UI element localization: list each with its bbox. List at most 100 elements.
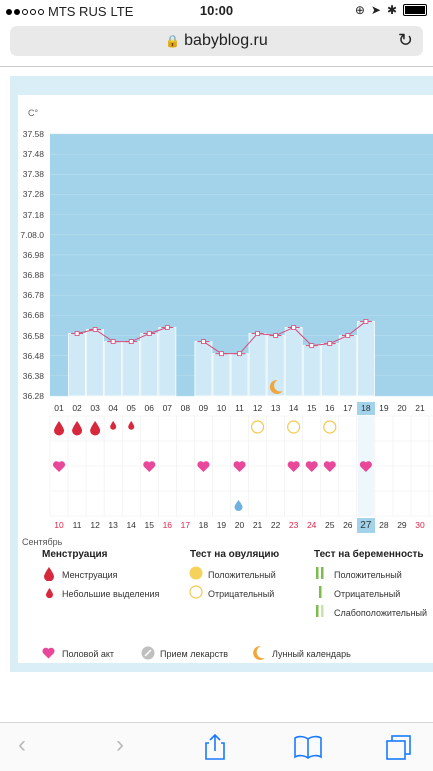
pregnancy-positive-icon — [316, 567, 324, 579]
temperature-bar — [248, 333, 267, 397]
calendar-date-label[interactable]: 22 — [270, 520, 281, 530]
cycle-day-label[interactable]: 10 — [216, 403, 227, 413]
month-label: Сентябрь — [22, 537, 63, 547]
heart-icon — [197, 461, 210, 472]
temperature-point — [273, 333, 279, 338]
temperature-point — [291, 325, 297, 330]
legend-ovulation-positive: Положительный — [208, 570, 276, 580]
address-bar[interactable]: 🔒 babyblog.ru ↻ — [10, 26, 423, 56]
calendar-date-label[interactable]: 16 — [162, 520, 173, 530]
y-tick-label: 37.48 — [22, 149, 44, 160]
forward-icon[interactable]: › — [116, 731, 124, 758]
cycle-day-label[interactable]: 02 — [72, 403, 82, 413]
cycle-day-label[interactable]: 12 — [252, 403, 263, 413]
legend-menstruation-title: Менструация — [42, 549, 108, 560]
location-icon: ➤ — [370, 3, 381, 17]
temperature-bar — [68, 333, 87, 397]
reload-icon[interactable]: ↻ — [397, 30, 413, 50]
calendar-date-label[interactable]: 29 — [397, 520, 407, 530]
calendar-date-label[interactable]: 24 — [306, 520, 317, 530]
browser-toolbar: ‹ › — [0, 722, 433, 771]
y-unit: C° — [28, 108, 39, 118]
y-tick-label: 37.28 — [22, 189, 44, 200]
cycle-day-label[interactable]: 06 — [144, 403, 154, 413]
calendar-date-label[interactable]: 17 — [180, 520, 191, 530]
ovulation-negative-icon — [287, 420, 301, 434]
cycle-day-label[interactable]: 21 — [415, 403, 425, 413]
calendar-date-label[interactable]: 28 — [379, 520, 389, 530]
temperature-point — [110, 339, 116, 344]
cycle-day-label[interactable]: 04 — [108, 403, 118, 413]
y-tick-label: 36.98 — [22, 249, 44, 260]
temperature-point — [345, 333, 351, 338]
legend-ovulation-negative: Отрицательный — [208, 589, 275, 599]
y-tick-label: 36.28 — [22, 391, 44, 401]
temperature-point — [363, 319, 369, 324]
calendar-date-label[interactable]: 26 — [343, 520, 353, 530]
calendar-date-label[interactable]: 10 — [54, 520, 64, 530]
calendar-date-label[interactable]: 20 — [234, 520, 245, 530]
calendar-date-label[interactable]: 11 — [72, 520, 82, 530]
drop-icon — [234, 500, 243, 511]
legend-moon: Лунный календарь — [272, 649, 351, 659]
y-tick-label: 37.38 — [22, 169, 44, 180]
heart-icon — [143, 461, 156, 472]
temperature-point — [255, 331, 260, 336]
calendar-date-label[interactable]: 13 — [108, 520, 118, 530]
calendar-date-label[interactable]: 21 — [252, 520, 263, 530]
cycle-day-label[interactable]: 07 — [162, 403, 173, 413]
cycle-day-label[interactable]: 19 — [379, 403, 389, 413]
calendar-date-label[interactable]: 27 — [356, 518, 375, 533]
cycle-day-label[interactable]: 09 — [198, 403, 209, 413]
legend-intercourse: Половой акт — [62, 649, 115, 659]
legend-spotting-item: Небольшие выделения — [62, 589, 160, 599]
temperature-line — [329, 335, 349, 345]
cycle-day-label[interactable]: 18 — [356, 402, 375, 415]
calendar-date-label[interactable]: 14 — [126, 520, 136, 530]
cycle-day-label[interactable]: 01 — [54, 403, 64, 413]
cycle-day-label[interactable]: 11 — [235, 403, 244, 413]
heart-icon — [287, 461, 300, 472]
temperature-bar — [122, 341, 141, 397]
y-tick-label: 36.68 — [22, 310, 44, 321]
share-icon[interactable] — [204, 733, 226, 761]
temperature-bar — [266, 335, 285, 397]
tabs-icon[interactable] — [386, 735, 412, 761]
cycle-day-label[interactable]: 08 — [180, 403, 191, 413]
heart-icon — [52, 461, 66, 472]
moon-icon — [269, 379, 283, 394]
cycle-day-label[interactable]: 15 — [306, 403, 317, 413]
cycle-day-label[interactable]: 05 — [126, 403, 136, 413]
cycle-day-label[interactable]: 14 — [288, 403, 299, 413]
cycle-day-label[interactable]: 16 — [325, 403, 335, 413]
divider — [0, 66, 433, 67]
heart-icon — [233, 461, 246, 472]
bookmarks-icon[interactable] — [294, 735, 322, 759]
calendar-date-label[interactable]: 12 — [90, 520, 100, 530]
temperature-bar — [284, 327, 303, 397]
temperature-line — [347, 321, 367, 336]
cycle-day-label[interactable]: 20 — [397, 403, 407, 413]
temperature-line — [94, 329, 114, 343]
cycle-day-label[interactable]: 17 — [343, 403, 353, 413]
calendar-date-label[interactable]: 23 — [288, 520, 299, 530]
temperature-point — [92, 327, 98, 332]
cycle-day-label[interactable]: 03 — [90, 403, 100, 413]
temperature-line — [275, 327, 294, 336]
calendar-date-label[interactable]: 18 — [198, 520, 209, 530]
back-icon[interactable]: ‹ — [18, 731, 26, 758]
calendar-date-label[interactable]: 15 — [144, 520, 154, 530]
blood-drop-icon — [90, 421, 101, 436]
calendar-date-label[interactable]: 30 — [415, 520, 425, 530]
temperature-bar — [86, 329, 105, 397]
calendar-date-label[interactable]: 25 — [325, 520, 335, 530]
temperature-line — [293, 327, 313, 346]
temperature-bar — [302, 345, 321, 397]
temperature-line — [76, 329, 96, 335]
bluetooth-icon: ✱ — [386, 3, 397, 17]
calendar-date-label[interactable]: 19 — [216, 520, 227, 530]
y-tick-label: 36.58 — [22, 330, 44, 341]
legend-pregnancy-title: Тест на беременность — [314, 549, 424, 560]
temperature-point — [237, 351, 242, 357]
cycle-day-label[interactable]: 13 — [270, 403, 281, 413]
